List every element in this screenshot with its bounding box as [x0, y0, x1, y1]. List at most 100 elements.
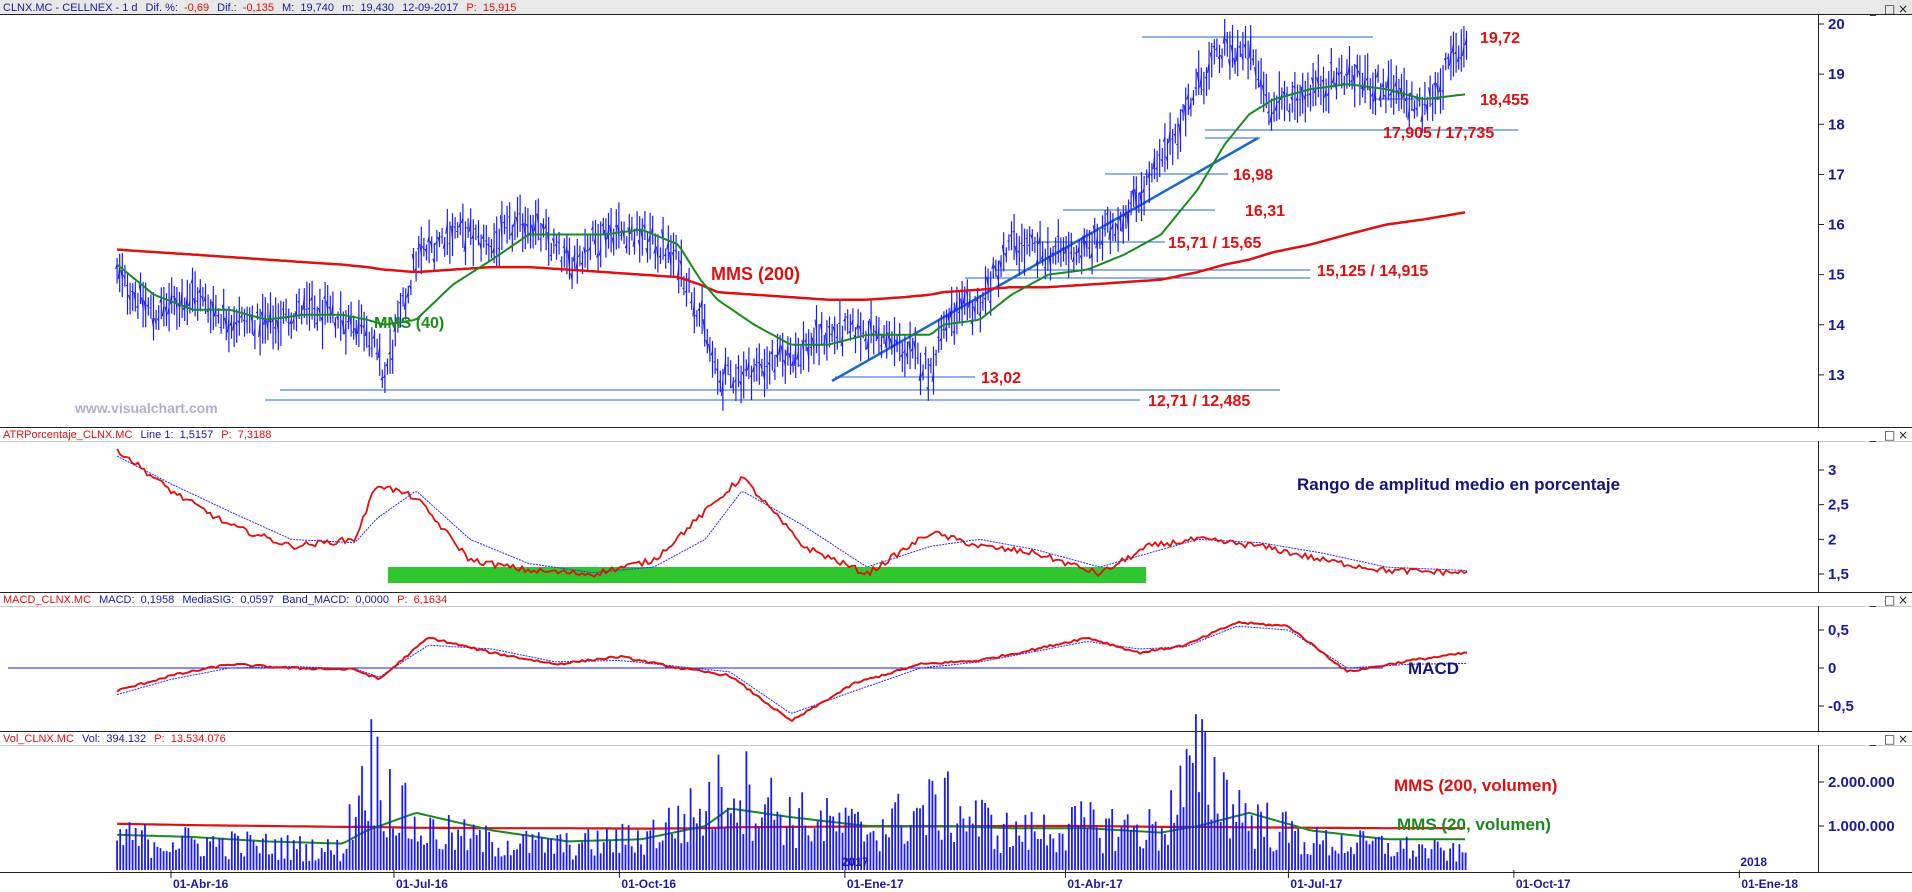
price-bar-tick — [1290, 96, 1293, 101]
price-bar-tick — [1259, 77, 1262, 88]
price-bar-tick — [1147, 172, 1150, 178]
atr-ytick: 3 — [1828, 462, 1836, 479]
price-bar-tick — [1222, 33, 1226, 44]
window-control-close[interactable]: × — [1898, 593, 1908, 607]
price-bar-tick — [1046, 241, 1049, 244]
price-bar-tick — [640, 230, 643, 239]
price-bar-tick — [541, 223, 544, 231]
price-bar-tick — [559, 260, 563, 263]
price-bar-tick — [1225, 38, 1228, 45]
price-bar-tick — [1126, 211, 1129, 230]
level-label: 17,905 / 17,735 — [1383, 125, 1494, 142]
price-bar-tick — [1316, 77, 1319, 85]
price-bar-tick — [749, 375, 752, 378]
price-ytick: 14 — [1828, 317, 1845, 334]
price-bar-tick — [1165, 156, 1168, 162]
price-bar-tick — [1233, 57, 1236, 67]
price-bar-tick — [1339, 71, 1343, 74]
price-bar-tick — [601, 223, 604, 227]
price-bar-tick — [1235, 44, 1239, 62]
price-bar-tick — [258, 321, 261, 337]
price-bar-tick — [242, 319, 245, 322]
price-bar-tick — [1079, 255, 1083, 260]
price-bar-tick — [427, 235, 430, 243]
window-control-minimize[interactable]: _ — [1869, 428, 1877, 442]
price-bar-tick — [1435, 82, 1439, 92]
price-bar-tick — [876, 327, 880, 340]
price-bar-tick — [1448, 53, 1452, 66]
price-bar-tick — [486, 243, 490, 247]
price-bar-tick — [190, 278, 193, 284]
price-bar-tick — [151, 318, 154, 328]
price-bar-tick — [1420, 114, 1423, 123]
macd-band-label: Band_MACD: — [282, 594, 349, 606]
macd-value: 0,1958 — [141, 594, 175, 606]
price-bar-tick — [1251, 58, 1254, 62]
price-bar-tick — [325, 300, 329, 311]
price-bar-tick — [1090, 251, 1093, 259]
price-bar-tick — [954, 301, 958, 310]
price-bar-tick — [388, 351, 391, 355]
main-date: 12-09-2017 — [402, 2, 458, 14]
price-bar-tick — [1324, 88, 1327, 98]
price-bar-tick — [824, 332, 828, 350]
window-control-close[interactable]: × — [1898, 732, 1908, 746]
price-bar-tick — [942, 328, 945, 331]
price-bar-tick — [986, 276, 989, 287]
vol-p-label: P: — [154, 733, 164, 745]
window-control-maximize[interactable]: □ — [1884, 2, 1895, 16]
price-bar-tick — [307, 307, 310, 310]
price-bar-tick — [1269, 113, 1272, 123]
price-bar-tick — [1370, 92, 1374, 97]
price-bar-tick — [575, 260, 578, 271]
price-bar-tick — [931, 371, 934, 382]
price-bar-tick — [752, 365, 755, 373]
price-bar-tick — [1134, 189, 1137, 209]
price-bar-tick — [1274, 104, 1278, 111]
vol-name: Vol_CLNX.MC — [3, 733, 74, 745]
main-dif-label: Dif.: — [217, 2, 237, 14]
window-control-maximize[interactable]: □ — [1884, 593, 1895, 607]
window-control-minimize[interactable]: _ — [1869, 2, 1877, 16]
price-bar-tick — [975, 299, 979, 303]
price-bar-tick — [1144, 173, 1148, 176]
price-bar-tick — [193, 297, 196, 306]
price-bar-tick — [1095, 236, 1098, 249]
price-bar-tick — [1040, 255, 1044, 260]
price-bar-tick — [1303, 95, 1306, 101]
price-bar-tick — [1347, 63, 1350, 75]
window-control-maximize[interactable]: □ — [1884, 428, 1895, 442]
price-bar-tick — [1155, 166, 1158, 170]
price-bar-tick — [421, 245, 425, 250]
price-bar-tick — [518, 212, 521, 215]
vol-header: Vol_CLNX.MC Vol: 394.132 P: 13.534.076 — [3, 733, 226, 745]
xtick-label: 01-Oct-17 — [1516, 877, 1571, 891]
window-control-close[interactable]: × — [1898, 428, 1908, 442]
price-bar-tick — [138, 284, 141, 293]
window-control-close[interactable]: × — [1898, 2, 1908, 16]
window-controls[interactable]: _ □ ×_ □ ×_ □ ×_ □ × — [1869, 2, 1908, 746]
window-control-minimize[interactable]: _ — [1869, 732, 1877, 746]
price-bar-tick — [523, 222, 526, 238]
price-bar-tick — [505, 227, 508, 229]
macd-p-label: P: — [397, 594, 407, 606]
main-header: CLNX.MC - CELLNEX - 1 d Dif. %: -0,69 Di… — [3, 2, 517, 14]
price-bar-tick — [981, 301, 984, 304]
price-bar-tick — [1282, 91, 1285, 96]
price-bar-tick — [1105, 213, 1109, 216]
price-bar-tick — [580, 262, 583, 266]
price-bar-tick — [1292, 85, 1296, 89]
window-control-minimize[interactable]: _ — [1869, 593, 1877, 607]
price-bar-tick — [136, 305, 139, 308]
window-control-maximize[interactable]: □ — [1884, 732, 1895, 746]
price-bar-tick — [1074, 252, 1077, 255]
price-bar-tick — [1217, 55, 1220, 60]
vol-mms20-line — [117, 807, 1466, 845]
price-bar-tick — [585, 249, 589, 253]
price-bar-tick — [1331, 76, 1335, 84]
price-bar-tick — [424, 248, 427, 253]
price-bar-tick — [442, 242, 446, 249]
price-bar-tick — [494, 231, 498, 234]
price-bar-tick — [1061, 247, 1064, 250]
price-bar-tick — [661, 229, 664, 243]
